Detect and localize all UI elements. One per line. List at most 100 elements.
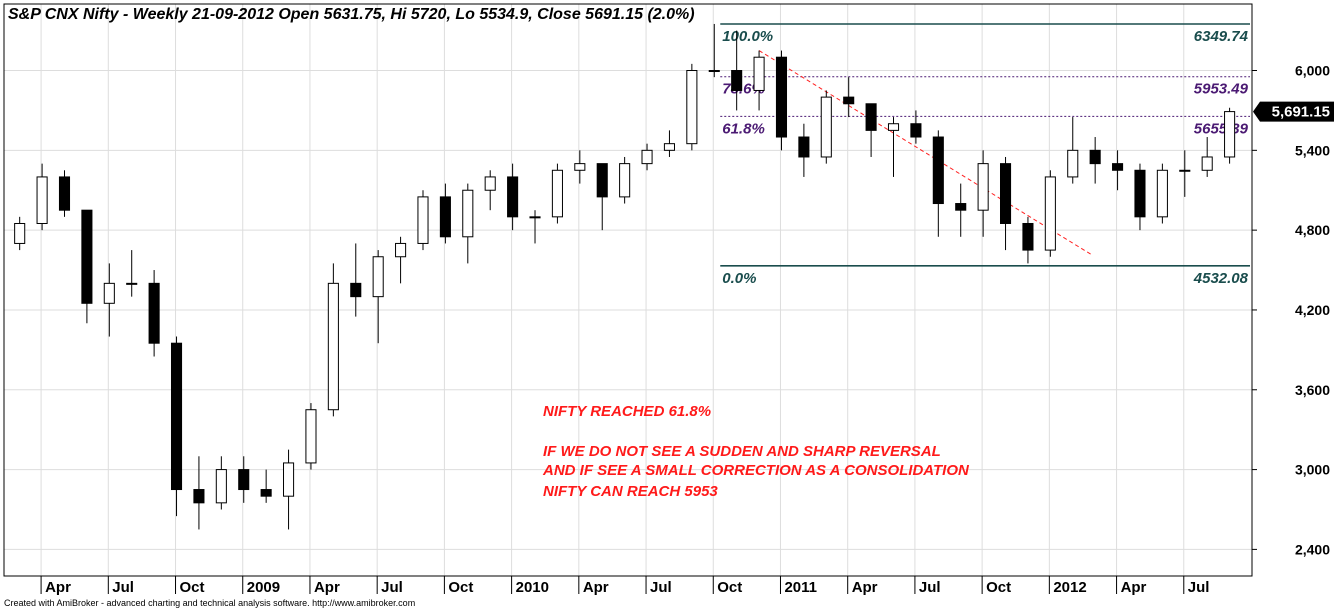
candle-body (126, 282, 138, 285)
candle-body (596, 163, 608, 198)
candle (417, 190, 429, 251)
candlesticks (14, 23, 1236, 530)
y-tick-label: 6,000 (1295, 63, 1330, 79)
candle (1224, 107, 1236, 164)
fib-value-label: 5953.49 (1194, 81, 1249, 98)
footer-credit: Created with AmiBroker - advanced charti… (4, 598, 415, 608)
candle-body (999, 163, 1012, 224)
fib-percent-label: 61.8% (722, 120, 765, 137)
y-axis: 6,000 5,400 4,800 4,200 3,600 3,000 2,400 (1252, 63, 1330, 557)
candle (596, 163, 608, 231)
candle (663, 130, 675, 157)
candle (999, 156, 1012, 251)
candle-body (148, 282, 160, 344)
candle-body (820, 96, 832, 158)
candle (215, 456, 227, 510)
candle (551, 163, 563, 224)
x-tick-label: Oct (180, 579, 205, 596)
candle-body (439, 196, 451, 238)
x-tick-label: Apr (45, 579, 71, 596)
annotation-text: NIFTY REACHED 61.8% IF WE DO NOT SEE A SU… (542, 403, 970, 500)
candle-body (619, 163, 631, 198)
candle-body (283, 462, 295, 497)
candle (305, 403, 317, 470)
candle-body (350, 282, 362, 298)
candle (574, 150, 586, 184)
candle (731, 30, 743, 111)
candle (148, 270, 160, 357)
candle-body (551, 169, 563, 218)
x-tick-label: 2010 (516, 579, 549, 596)
candle-body (1112, 163, 1124, 171)
trendline (758, 50, 1094, 256)
candle-body (327, 282, 339, 411)
candle-body (260, 489, 272, 497)
candle-body (1044, 176, 1056, 251)
candle (1201, 137, 1213, 177)
candle-body (843, 96, 855, 105)
candle-body (932, 136, 944, 205)
annotation-line: IF WE DO NOT SEE A SUDDEN AND SHARP REVE… (543, 443, 941, 460)
candle (1179, 150, 1191, 197)
candle (820, 90, 832, 164)
candle-body (103, 282, 115, 304)
x-tick-label: 2009 (247, 579, 280, 596)
candle (507, 163, 519, 231)
x-tick-label: 2012 (1053, 579, 1086, 596)
y-tick-label: 4,800 (1295, 222, 1330, 238)
x-tick-label: Oct (986, 579, 1011, 596)
candle (887, 117, 900, 177)
candle-body (36, 176, 48, 224)
x-tick-label: Jul (919, 579, 941, 596)
candle-body (462, 189, 474, 238)
candle (170, 336, 183, 517)
candle (1112, 150, 1124, 191)
candle-body (775, 56, 788, 138)
candle (619, 156, 631, 204)
chart-title: S&P CNX Nifty - Weekly 21-09-2012 Open 5… (8, 6, 695, 23)
fib-percent-label: 100.0% (722, 28, 773, 45)
candle-body (910, 123, 922, 138)
candle (843, 77, 855, 118)
candle-body (215, 469, 227, 504)
candle-body (1224, 111, 1236, 158)
candle-body (708, 70, 720, 73)
candle-body (507, 176, 519, 218)
candle (372, 250, 384, 344)
candle-body (663, 143, 675, 151)
candle-body (238, 469, 250, 491)
candle-body (887, 123, 900, 131)
candle (395, 236, 407, 284)
fib-value-label: 4532.08 (1193, 270, 1249, 287)
candle-body (170, 342, 183, 491)
candle (932, 130, 944, 237)
candle (865, 103, 877, 157)
candle-body (1089, 149, 1101, 165)
candle (977, 150, 989, 237)
candle (753, 50, 765, 111)
candle (686, 63, 698, 151)
candle (350, 243, 362, 317)
x-tick-label: Jul (112, 579, 134, 596)
candle-body (193, 489, 205, 504)
y-tick-label: 4,200 (1295, 302, 1330, 318)
candle (126, 250, 138, 297)
y-tick-label: 2,400 (1295, 541, 1330, 557)
candle (484, 170, 496, 211)
candle-body (417, 196, 429, 244)
y-tick-label: 3,600 (1295, 382, 1330, 398)
fib-value-label: 6349.74 (1194, 28, 1249, 45)
candle (193, 456, 205, 530)
candle (708, 23, 720, 78)
plot-frame (3, 3, 1253, 577)
candle-body (731, 70, 743, 91)
fib-value-label: 5655.39 (1194, 120, 1249, 137)
fib-percent-label: 0.0% (722, 270, 756, 287)
candle-body (484, 176, 496, 191)
candle (462, 183, 474, 264)
x-tick-label: Jul (381, 579, 403, 596)
candle (58, 170, 71, 217)
annotation-line: NIFTY CAN REACH 5953 (543, 483, 718, 500)
y-tick-label: 3,000 (1295, 462, 1330, 478)
candle-body (1134, 169, 1146, 218)
